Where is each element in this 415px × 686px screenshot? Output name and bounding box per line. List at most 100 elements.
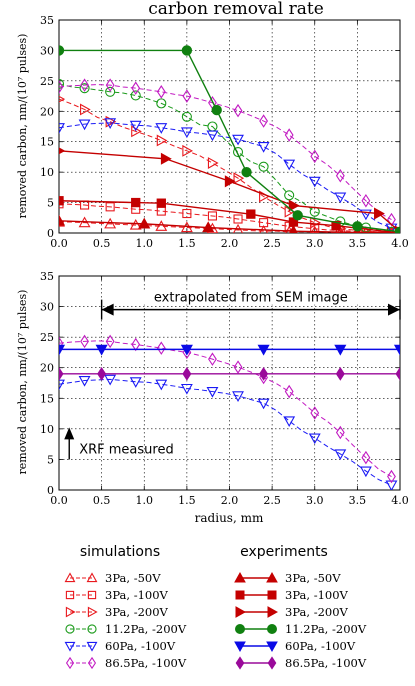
top-exp-line bbox=[59, 150, 400, 233]
bottom-ytick-label: 15 bbox=[40, 392, 54, 405]
top-sim-point bbox=[335, 169, 345, 183]
top-xtick-label: 2.5 bbox=[263, 237, 281, 250]
top-ytick-label: 5 bbox=[47, 197, 54, 210]
top-exp-point bbox=[59, 214, 66, 226]
legend-exp-marker bbox=[235, 590, 245, 600]
top-sim-point bbox=[308, 176, 321, 188]
top-exp-point bbox=[241, 166, 252, 178]
legend-exp-marker bbox=[235, 624, 245, 634]
bottom-sim-point bbox=[361, 450, 371, 465]
legend-exp-marker bbox=[267, 590, 277, 600]
bottom-exp-point bbox=[59, 344, 66, 356]
bottom-exp-point bbox=[97, 366, 107, 381]
legend-sim-marker bbox=[65, 624, 75, 634]
top-sim-point bbox=[182, 208, 192, 219]
top-sim-point bbox=[233, 103, 243, 118]
x-axis-label: radius, mm bbox=[195, 511, 264, 525]
sem-arrow-head-right bbox=[388, 303, 400, 316]
top-exp-point bbox=[211, 104, 222, 116]
top-sim-point bbox=[105, 78, 115, 92]
bottom-sim-point bbox=[131, 337, 141, 352]
bottom-exp-point bbox=[257, 344, 270, 356]
legend-exp-label: 3Pa, -200V bbox=[285, 605, 349, 619]
top-xtick-label: 3.5 bbox=[349, 237, 367, 250]
top-exp-point bbox=[59, 196, 64, 206]
top-sim-point bbox=[130, 90, 141, 101]
top-exp-point bbox=[131, 197, 141, 208]
top-sim-point bbox=[361, 193, 371, 208]
legend-sim-label: 3Pa, -200V bbox=[105, 605, 169, 619]
bottom-exp-point bbox=[180, 344, 193, 356]
sem-annotation: extrapolated from SEM image bbox=[154, 291, 348, 306]
legend-exp-marker bbox=[267, 656, 277, 670]
top-ytick-label: 10 bbox=[40, 166, 54, 179]
top-xtick-label: 1.0 bbox=[136, 237, 154, 250]
legend-sim-label: 60Pa, -100V bbox=[105, 639, 176, 653]
bottom-xtick-label: 0.0 bbox=[50, 494, 68, 507]
bottom-xtick-label: 3.5 bbox=[349, 494, 367, 507]
bottom-sim-point bbox=[232, 391, 244, 402]
top-sim-point bbox=[80, 78, 89, 92]
top-sim-point bbox=[80, 103, 91, 116]
top-sim-point bbox=[181, 111, 192, 122]
bottom-xtick-label: 0.5 bbox=[93, 494, 111, 507]
top-sim-point bbox=[257, 142, 270, 153]
top-sim-point bbox=[206, 130, 219, 142]
y-axis-label-bottom: removed carbon, nm/(10⁷ pulses) bbox=[16, 290, 29, 475]
top-xtick-label: 1.5 bbox=[178, 237, 196, 250]
top-sim-point bbox=[155, 220, 168, 231]
top-sim-point bbox=[232, 134, 244, 146]
bottom-sim-point bbox=[233, 360, 243, 374]
top-sim-point bbox=[232, 147, 244, 158]
bottom-sim-point bbox=[105, 334, 115, 349]
top-sim-point bbox=[182, 144, 194, 157]
bottom-xtick-label: 2.0 bbox=[221, 494, 239, 507]
top-ytick-label: 0 bbox=[47, 227, 54, 240]
top-data bbox=[59, 45, 400, 233]
legend-exp-marker bbox=[266, 641, 278, 653]
top-exp-point bbox=[160, 152, 172, 165]
bottom-sim-point bbox=[257, 398, 270, 410]
legend-sim-marker bbox=[64, 572, 76, 583]
top-sim-point bbox=[180, 127, 193, 139]
top-sim-point bbox=[207, 211, 217, 221]
bottom-xtick-label: 1.0 bbox=[136, 494, 154, 507]
top-xtick-label: 0.5 bbox=[93, 237, 111, 250]
bottom-sim-point bbox=[335, 425, 345, 440]
bottom-exp-point bbox=[334, 344, 347, 356]
legend-exp-marker bbox=[266, 571, 278, 583]
top-sim-point bbox=[78, 119, 91, 131]
top-ytick-label: 20 bbox=[40, 105, 54, 118]
legend-sim-label: 11.2Pa, -200V bbox=[105, 622, 187, 636]
bottom-data bbox=[59, 334, 400, 490]
legend-sim-label: 3Pa, -100V bbox=[105, 588, 169, 602]
legend-sim-marker bbox=[86, 641, 98, 652]
top-exp-point bbox=[288, 224, 298, 233]
bottom-exp-point bbox=[182, 366, 192, 381]
bottom-exp-point bbox=[59, 366, 64, 381]
bottom-sim-point bbox=[283, 416, 296, 428]
bottom-exp-point bbox=[95, 344, 108, 356]
bottom-sim-point bbox=[359, 466, 372, 478]
top-exp-point bbox=[374, 207, 385, 220]
bottom-sim-point bbox=[334, 449, 347, 461]
top-sim-point bbox=[156, 134, 168, 147]
top-sim-point bbox=[182, 89, 192, 103]
xrf-arrow-head bbox=[64, 427, 75, 440]
bottom-sim-point bbox=[129, 377, 142, 388]
top-ytick-label: 15 bbox=[40, 136, 54, 149]
bottom-xtick-label: 1.5 bbox=[178, 494, 196, 507]
top-sim-point bbox=[310, 224, 320, 233]
bottom-sim-line bbox=[59, 340, 392, 477]
legend-sim-marker bbox=[65, 606, 76, 618]
bottom-ytick-label: 10 bbox=[40, 423, 54, 436]
bottom-sim-point bbox=[156, 341, 166, 355]
legend-sim-marker bbox=[87, 656, 97, 670]
top-sim-point bbox=[105, 86, 116, 97]
bottom-sim-point bbox=[104, 374, 117, 386]
top-sim-point bbox=[104, 118, 117, 129]
bottom-ytick-label: 30 bbox=[40, 301, 54, 314]
legend-sim-marker bbox=[87, 606, 98, 618]
legend-exp-marker bbox=[234, 571, 246, 583]
top-plot: 0.0 0.5 1.0 1.5 2.0 2.5 3.0 3.5 4.0 0 5 10 15 20 25 30 3… bbox=[40, 14, 409, 250]
